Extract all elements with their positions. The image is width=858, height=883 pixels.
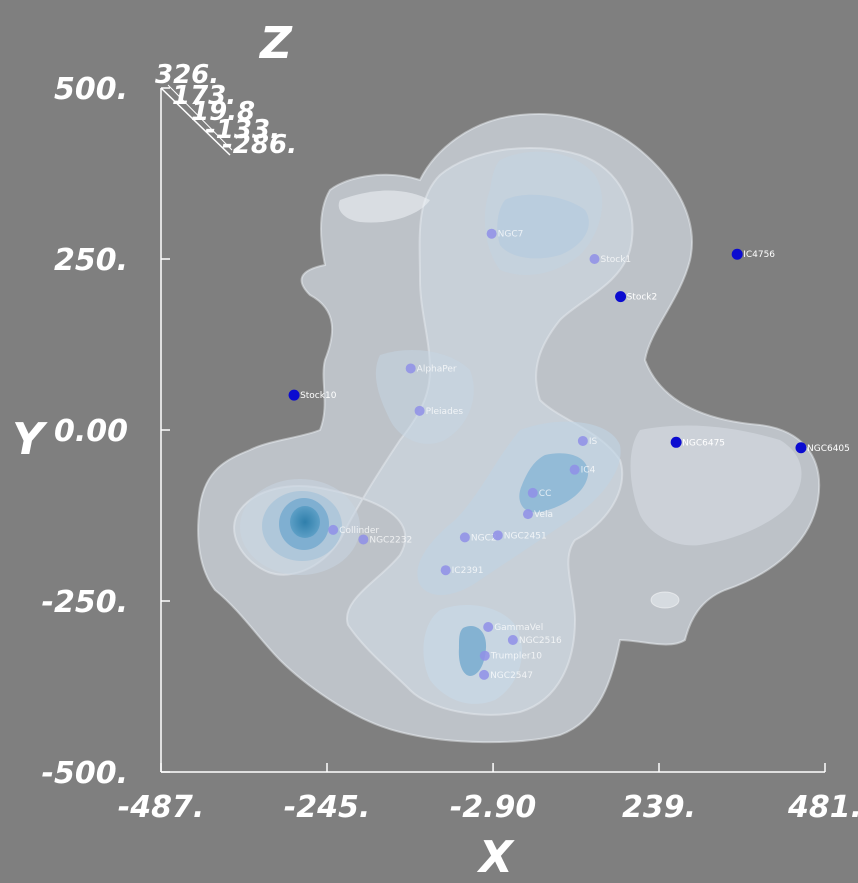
y-tick-label: -250. (42, 585, 128, 620)
z-axis-edge (167, 84, 233, 151)
z-tick-label: 326. (155, 60, 219, 90)
data-point-label: Pleiades (426, 407, 464, 417)
x-axis-title: X (476, 832, 515, 883)
data-point-stock1[interactable] (589, 254, 600, 264)
data-point-label: Stock2 (627, 293, 658, 303)
data-point-stock2[interactable] (615, 291, 627, 303)
data-point-label: NGC7 (498, 230, 524, 240)
data-point-is[interactable] (577, 435, 588, 446)
data-point-gammavel[interactable] (483, 621, 494, 632)
data-point-label: NGC2516 (519, 636, 562, 646)
data-point-ngc6475[interactable] (670, 436, 682, 448)
y-axis-title: Y (12, 414, 48, 465)
data-point-label: Stock10 (300, 391, 337, 401)
data-point-label: GammaVel (494, 623, 543, 633)
x-tick-label: -2.90 (450, 790, 536, 825)
data-point-ngc2232[interactable] (358, 534, 369, 545)
data-point-collinder[interactable] (328, 524, 339, 535)
data-points: Stock1 IC4756 Stock2 NGC7 AlphaPer Pleiades St… (288, 228, 850, 681)
data-point-label: NGC2547 (490, 671, 533, 681)
isosurface-highlight (338, 190, 430, 223)
y-tick-label: 0.00 (54, 414, 128, 449)
x-axis-ticks: -487. -245. -2.90 239. 481. (118, 763, 858, 825)
data-point-label: Collinder (339, 526, 379, 536)
z-axis-title: Z (258, 18, 293, 69)
x-tick-label: -487. (118, 790, 204, 825)
data-point-label: Stock1 (601, 255, 632, 265)
data-point-vela[interactable] (522, 509, 533, 520)
data-point-ngc2547[interactable] (479, 669, 490, 680)
isosurface-ridge-upper-inner (497, 194, 589, 259)
data-point-label: Vela (534, 510, 553, 520)
data-point-ngc7[interactable] (486, 228, 497, 239)
isosurface-arm-right (630, 425, 802, 546)
data-point-label: Trumpler10 (490, 652, 543, 662)
data-point-ngc2[interactable] (459, 532, 470, 543)
data-point-label: CC (539, 489, 552, 499)
z-tick-label: -133. (205, 115, 280, 145)
y-axis-ticks: 500. 250. 0.00 -250. -500. (42, 72, 170, 791)
z-tick-label: -286. (222, 130, 297, 160)
data-point-label: IS (589, 437, 598, 447)
data-point-ngc2451[interactable] (492, 530, 503, 541)
data-point-label: NGC6405 (807, 444, 850, 454)
x-tick-label: 239. (622, 790, 696, 825)
data-point-ic2391[interactable] (440, 565, 451, 576)
data-point-pleiades[interactable] (414, 405, 425, 416)
data-point-ngc2516[interactable] (507, 634, 518, 645)
data-point-cc[interactable] (527, 487, 538, 498)
data-point-label: NGC2 (471, 533, 497, 543)
data-point-label: NGC6475 (682, 438, 725, 448)
x-tick-label: 481. (787, 790, 858, 825)
data-point-trumpler10[interactable] (479, 650, 490, 661)
isosurface-band-middle (375, 350, 474, 444)
z-axis-ticks: 326.173.19.8-133.-286. (155, 60, 297, 160)
data-point-label: NGC2451 (504, 531, 547, 541)
data-point-ic4756[interactable] (731, 248, 743, 260)
x-tick-label: -245. (284, 790, 370, 825)
data-point-label: IC4756 (743, 250, 775, 260)
data-point-ngc6405[interactable] (795, 442, 807, 454)
z-tick-label: 19.8 (191, 97, 255, 127)
data-point-alphaper[interactable] (405, 363, 416, 374)
y-tick-label: 250. (54, 243, 128, 278)
data-point-label: AlphaPer (417, 364, 457, 374)
isosurface-core-left (290, 506, 320, 538)
isosurface-bubble-right (650, 591, 680, 609)
isosurface-core-lower (458, 626, 487, 676)
data-point-label: IC2391 (452, 566, 484, 576)
z-axis-line (160, 87, 231, 156)
z-tick-label: 173. (172, 81, 236, 111)
data-point-label: IC4 (581, 466, 596, 476)
y-tick-label: 500. (54, 72, 128, 107)
y-tick-label: -500. (42, 756, 128, 791)
data-point-stock10[interactable] (288, 389, 300, 401)
density-isosurface (197, 113, 821, 744)
data-point-ic4[interactable] (569, 464, 580, 475)
data-point-label: NGC2232 (369, 535, 412, 545)
